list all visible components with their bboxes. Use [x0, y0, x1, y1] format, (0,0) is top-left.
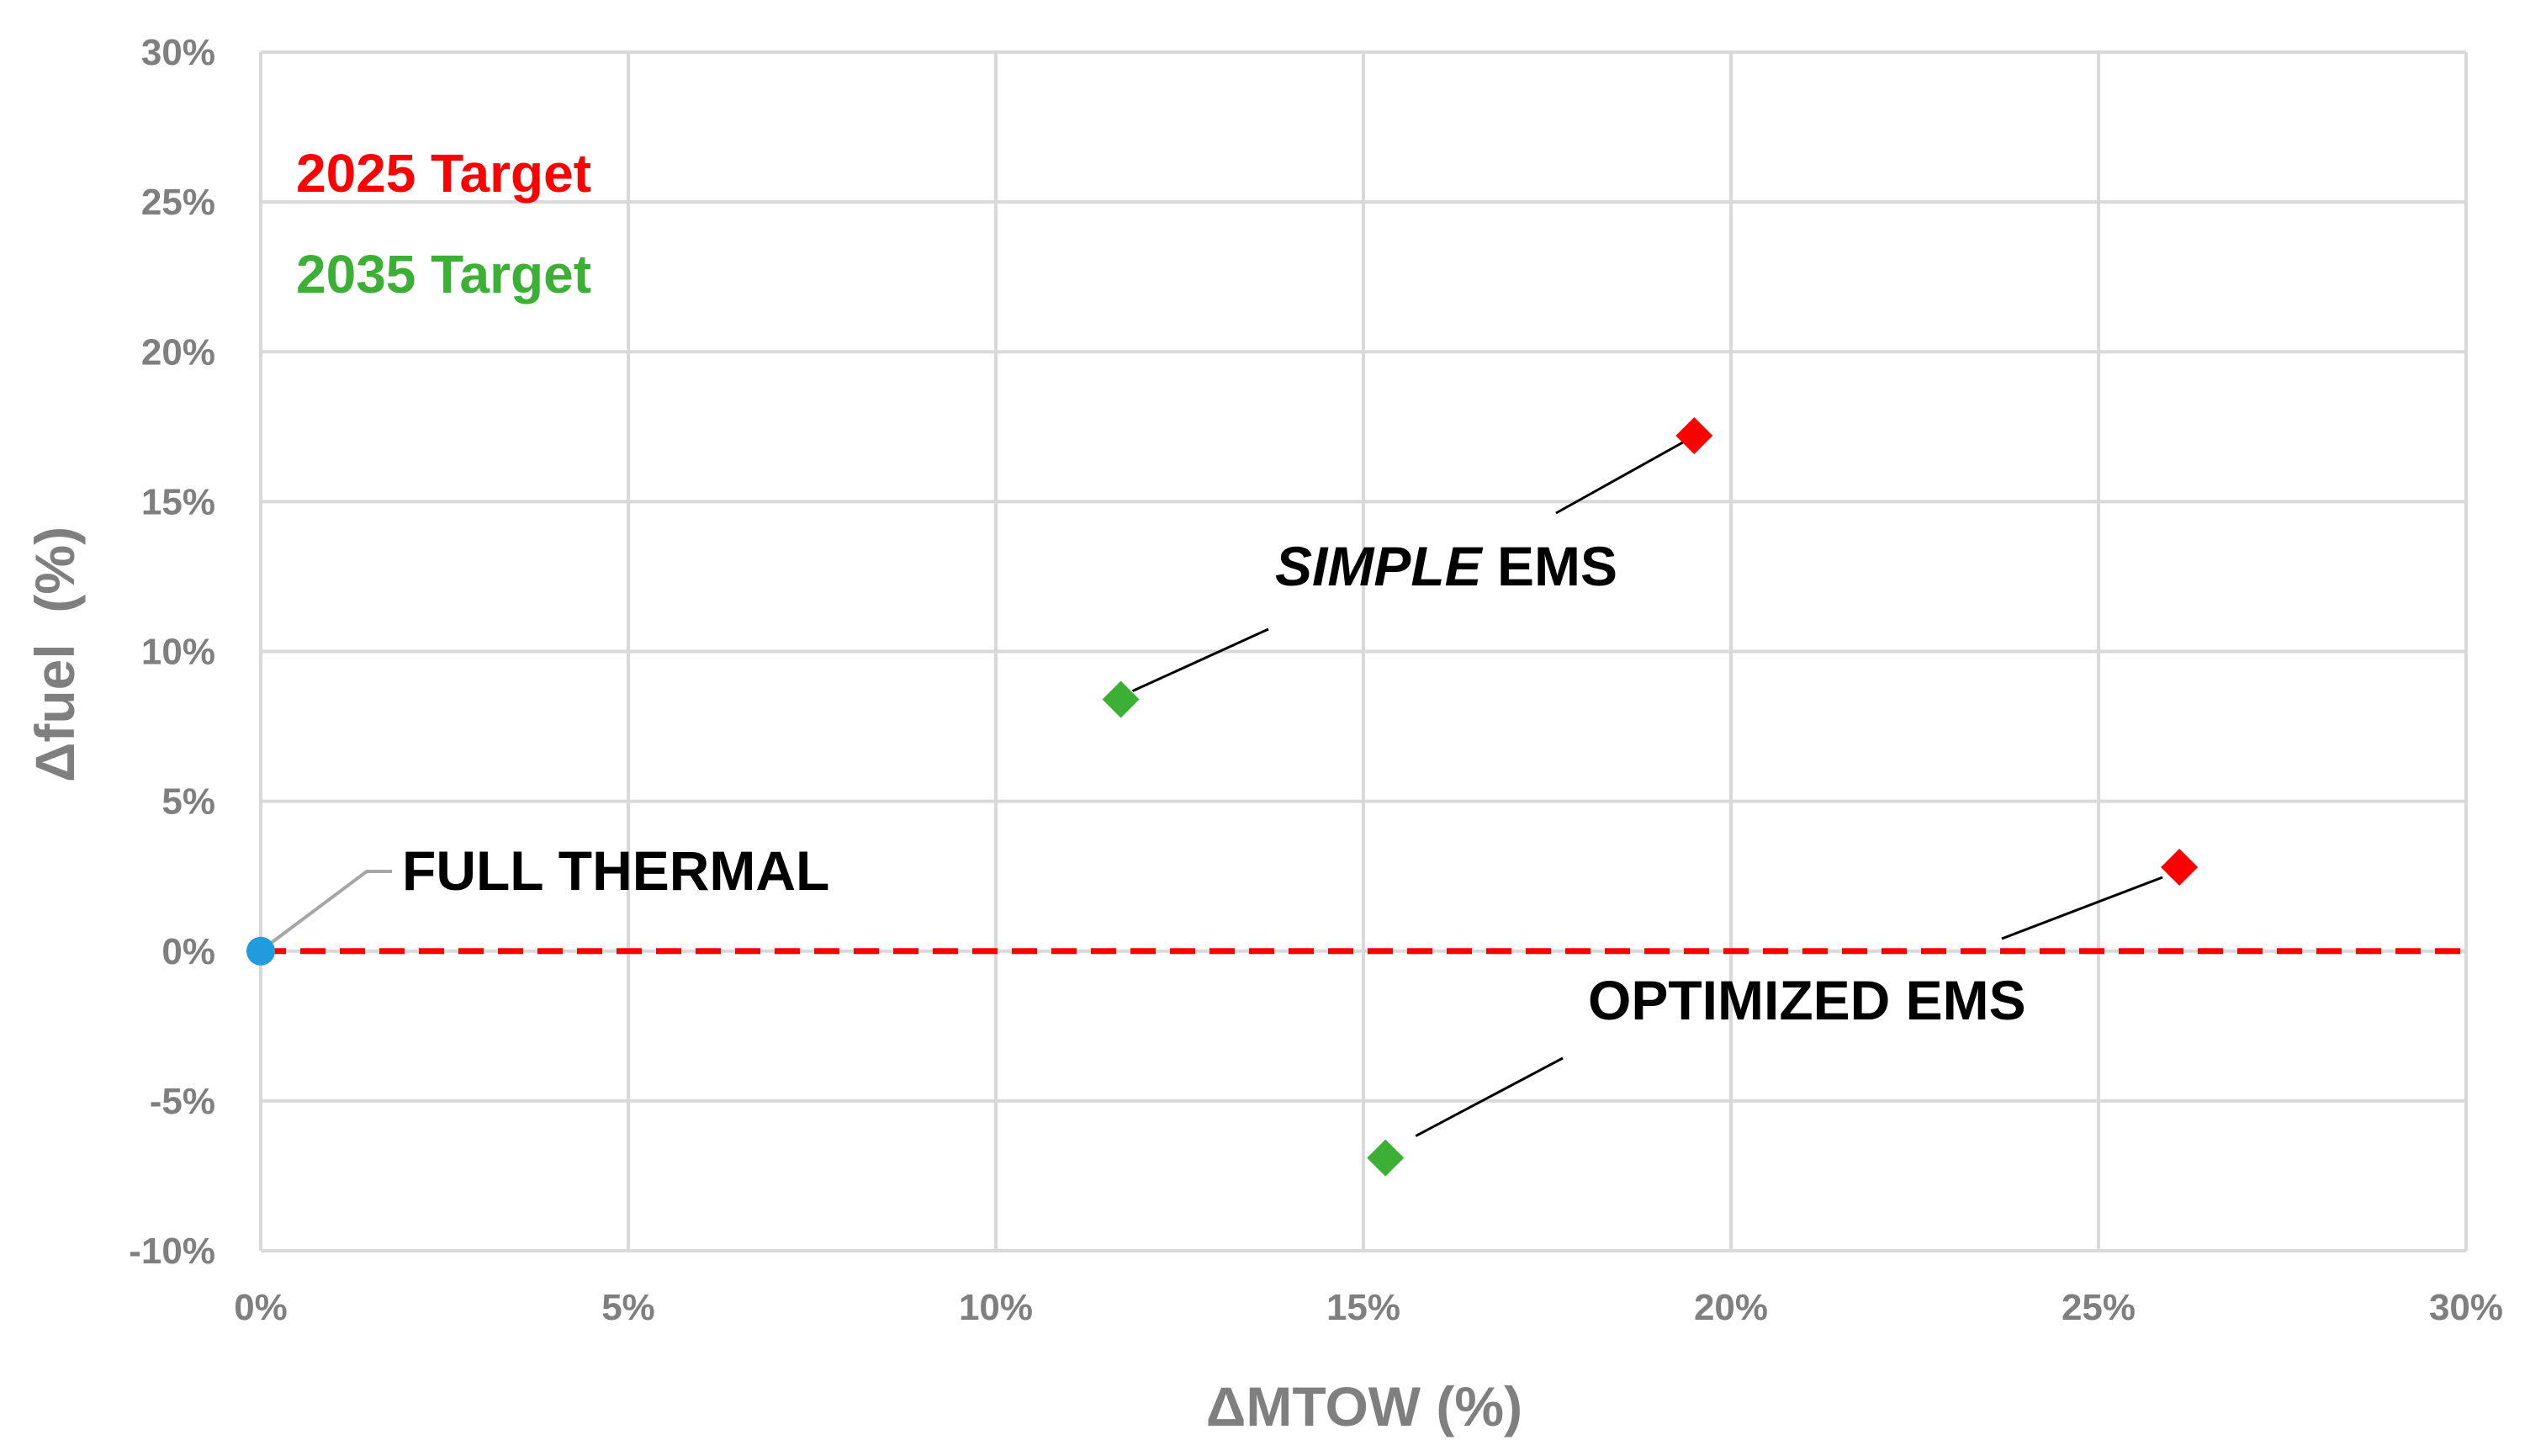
- y-tick-label: -10%: [129, 1231, 215, 1272]
- scatter-point: [1367, 1139, 1405, 1177]
- optimized-ems-leader-2025: [2001, 876, 2163, 940]
- y-tick-label: 5%: [161, 781, 215, 823]
- y-tick-label: 0%: [161, 931, 215, 972]
- x-tick-label: 0%: [234, 1287, 288, 1328]
- y-tick-label: 25%: [141, 182, 215, 223]
- scatter-point: [1102, 680, 1140, 718]
- data-points: [246, 417, 2199, 1177]
- simple-ems-italic: SIMPLE: [1275, 535, 1484, 597]
- legend-entry-2025: 2025 Target: [296, 143, 591, 204]
- simple-ems-leader-2035: [1131, 627, 1269, 692]
- x-tick-label: 10%: [959, 1287, 1033, 1328]
- simple-ems-suffix: EMS: [1482, 535, 1617, 597]
- simple-ems-leader-2025: [1555, 439, 1687, 515]
- scatter-point: [1675, 417, 1713, 454]
- simple-ems-label: SIMPLE EMS: [1275, 535, 1617, 597]
- scatter-point: [2161, 849, 2199, 886]
- optimized-ems-leader-2035: [1415, 1056, 1564, 1137]
- x-tick-label: 25%: [2062, 1287, 2136, 1328]
- x-tick-label: 5%: [601, 1287, 655, 1328]
- y-tick-label: 20%: [141, 331, 215, 373]
- x-tick-label: 20%: [1694, 1287, 1768, 1328]
- scatter-point: [246, 936, 275, 966]
- optimized-ems-label: OPTIMIZED EMS: [1588, 969, 2026, 1031]
- x-tick-labels: 0% 5% 10% 15% 20% 25% 30%: [234, 1287, 2503, 1328]
- full-thermal-label: FULL THERMAL: [402, 839, 829, 902]
- y-tick-label: 30%: [141, 32, 215, 73]
- y-axis-title: Δfuel (%): [24, 527, 86, 782]
- legend-entry-2035: 2035 Target: [296, 244, 591, 304]
- x-axis-title: ΔMTOW (%): [1206, 1375, 1522, 1437]
- y-tick-label: 10%: [141, 632, 215, 673]
- y-tick-label: -5%: [150, 1081, 215, 1122]
- y-tick-label: 15%: [141, 481, 215, 522]
- grid: [259, 50, 2468, 1252]
- x-tick-label: 15%: [1326, 1287, 1400, 1328]
- x-tick-label: 30%: [2429, 1287, 2503, 1328]
- y-tick-labels: -10% -5% 0% 5% 10% 15% 20% 25% 30%: [129, 32, 215, 1272]
- full-thermal-leader-line: [267, 870, 392, 946]
